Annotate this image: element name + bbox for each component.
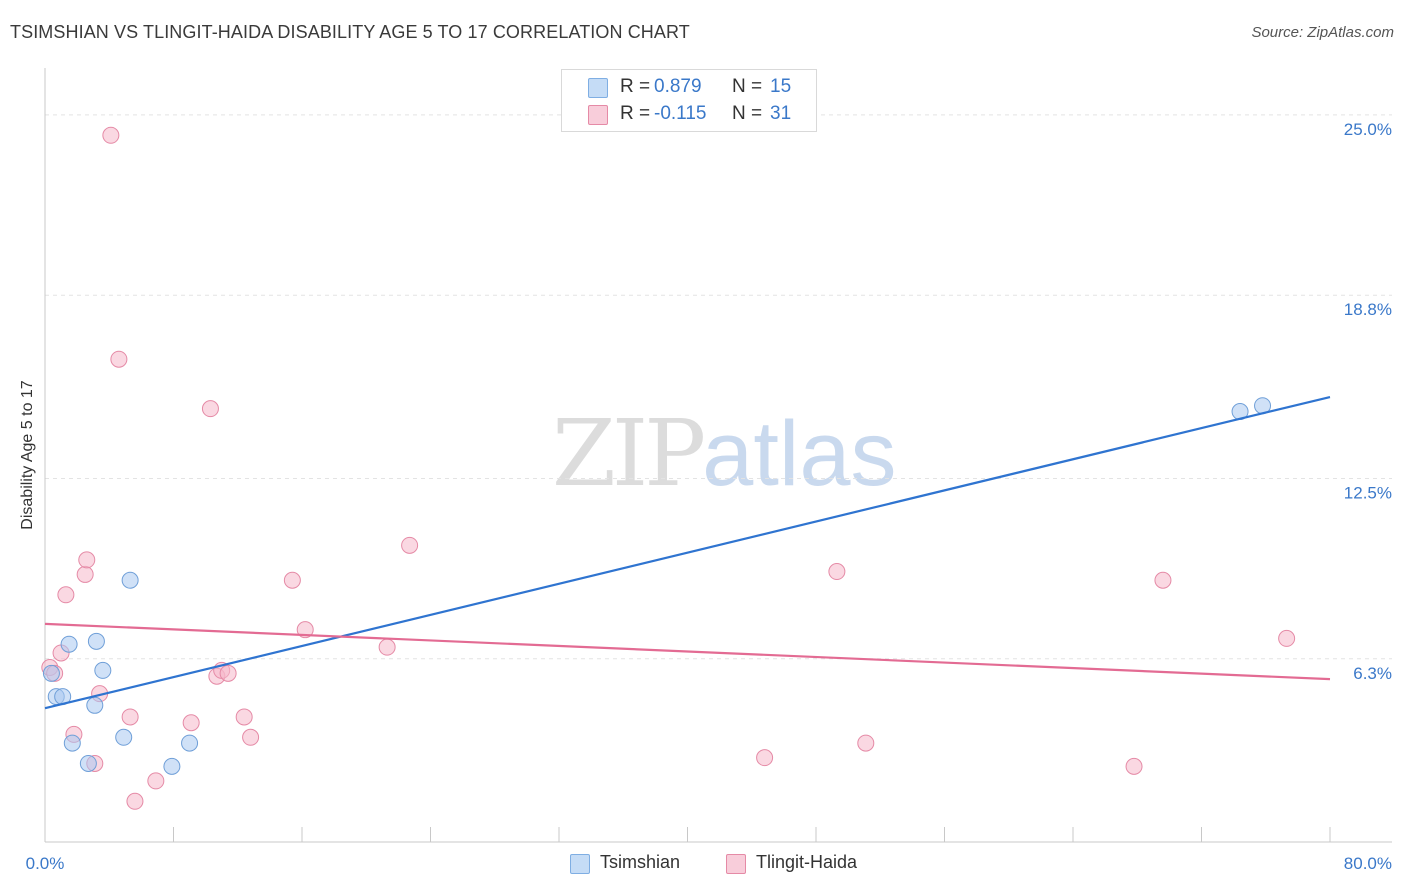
data-point [76,565,94,583]
data-point [102,126,120,144]
data-point [126,792,144,810]
data-point [283,571,301,589]
x-tick-label: 80.0% [1344,854,1392,873]
y-tick-label: 18.8% [1344,300,1392,319]
data-point [79,754,97,772]
data-point [86,696,104,714]
chart-title: TSIMSHIAN VS TLINGIT-HAIDA DISABILITY AG… [10,22,690,42]
data-point [87,632,105,650]
legend-label-tlingit-haida: Tlingit-Haida [756,852,858,872]
data-point [242,728,260,746]
data-point [57,586,75,604]
data-point [181,734,199,752]
source-label: Source: ZipAtlas.com [1251,24,1394,41]
legend-swatch-tsimshian [570,854,590,874]
data-point [110,350,128,368]
series-tsimshian [42,397,1272,775]
data-point [147,772,165,790]
data-point [296,621,314,639]
legend-label-tsimshian: Tsimshian [600,852,681,872]
data-point [60,635,78,653]
data-point [756,749,774,767]
trend-line-tsimshian [44,395,1331,710]
legend-swatch-tlingit-haida [726,854,746,874]
data-point [401,536,419,554]
data-point [163,757,181,775]
legend-r-label: R = [620,76,651,97]
legend-n-value: 31 [770,103,792,124]
legend-swatch-tsimshian [588,78,608,98]
trend-line-tlingit-haida [44,622,1331,681]
data-point [219,664,237,682]
data-point [1154,571,1172,589]
y-tick-label: 12.5% [1344,483,1392,502]
data-point [182,714,200,732]
data-point [63,734,81,752]
data-point [42,664,60,682]
data-point [115,728,133,746]
data-point [1125,757,1143,775]
data-point [121,708,139,726]
y-tick-label: 25.0% [1344,120,1392,139]
data-point [201,400,219,418]
legend-r-value: 0.879 [654,76,702,97]
y-tick-label: 6.3% [1353,664,1392,683]
x-tick-label: 0.0% [26,854,65,873]
legend-n-label: N = [732,103,763,124]
data-point [828,563,846,581]
correlation-legend: R = 0.879 N = 15 R = -0.115 N = 31 [561,69,817,132]
data-point [94,661,112,679]
legend-r-value: -0.115 [654,103,707,124]
data-point [857,734,875,752]
legend-r-label: R = [620,103,651,124]
data-point [78,551,96,569]
series-tlingit-haida [41,126,1296,810]
data-point [121,571,139,589]
legend-swatch-tlingit-haida [588,105,608,125]
data-point [1278,629,1296,647]
legend-n-value: 15 [770,76,792,97]
legend-n-label: N = [732,76,763,97]
data-point [378,638,396,656]
data-point [235,708,253,726]
